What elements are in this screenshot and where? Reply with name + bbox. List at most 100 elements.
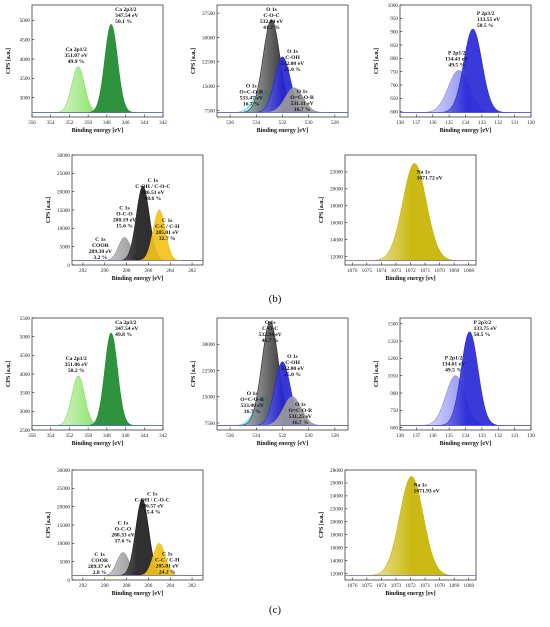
x-axis-label: Binding energy [ev] [385, 591, 435, 597]
y-tick-label: 16000 [330, 545, 343, 551]
peak-annotation-line: O=C-O-R [240, 397, 265, 403]
y-tick-label: 3500 [20, 76, 31, 82]
peak-annotation-line: 286.51 eV [141, 190, 164, 196]
y-tick-label: 600 [390, 425, 398, 431]
peak-annotation-line: 24.2 % [159, 569, 176, 575]
peak-annotation-line: 531.25 eV [289, 414, 312, 420]
y-tick-label: 950 [390, 16, 398, 22]
peak-annotation-line: 50.2 % [68, 368, 85, 374]
y-tick-label: 700 [390, 83, 398, 89]
y-tick-label: 20000 [330, 520, 343, 526]
x-tick-label: 350 [84, 433, 92, 439]
y-tick-label: 18000 [330, 204, 343, 210]
y-tick-label: 15000 [202, 84, 215, 90]
y-tick-label: 15000 [57, 208, 70, 214]
x-tick-label: 284 [166, 583, 174, 589]
panel-label: (c) [269, 604, 282, 616]
y-axis-label: CPS [a.u.] [6, 48, 12, 74]
y-tick-label: 850 [390, 43, 398, 49]
peak-annotation-line: C 1s [94, 552, 105, 558]
chart-panel-2: 536 534 532 530 528 7500 15000 22500 30000 37500 B… [191, 4, 349, 134]
peak-annotation-line: 50.5 % [474, 332, 491, 338]
peak-annotation-line: 1071.93 eV [414, 488, 440, 494]
peak-annotation-line: 49.5 % [445, 368, 462, 374]
y-tick-label: 14000 [330, 237, 343, 243]
x-tick-label: 350 [84, 120, 92, 126]
x-tick-label: 290 [101, 268, 109, 274]
x-tick-label: 1068 [464, 583, 475, 589]
chart-panel-10: 1076 1075 1074 1073 1072 1071 1070 1069 10681200… [319, 468, 477, 597]
peak-annotation-line: 41.7 % [262, 338, 279, 344]
x-tick-label: 286 [145, 268, 153, 274]
peak-annotation-line: 285.01 eV [156, 563, 179, 569]
x-tick-label: 348 [103, 433, 111, 439]
peak-annotation-line: C 1s [147, 491, 158, 497]
x-tick-label: 1074 [376, 268, 387, 274]
chart-panel-4: 292 290 288 286 284 282 0 5000 10000 15000 20000 25… [46, 153, 204, 282]
chart-panel-1: 356 354 352 350 348 346 344 342 3000 3500 4000 4500… [6, 4, 167, 134]
x-tick-label: 1072 [405, 268, 416, 274]
x-tick-label: 137 [412, 120, 420, 126]
y-axis-label: CPS [a.u.] [319, 512, 325, 538]
peak-annotation-line: P 2p1/2 [448, 50, 466, 56]
y-tick-label: 5000 [20, 18, 31, 24]
x-tick-label: 1072 [405, 583, 416, 589]
peak-annotation-line: Ca 2p3/2 [115, 320, 136, 326]
y-tick-label: 4500 [20, 353, 31, 359]
peak-annotation-line: C-OH [285, 360, 300, 366]
chart-panel-3: 138 137 136 135 134 133 132 131 130 600 650 700 750 8… [374, 3, 535, 134]
peak-annotation-line: 2.8 % [93, 570, 107, 576]
x-tick-label: 282 [188, 583, 196, 589]
x-tick-label: 136 [429, 120, 437, 126]
x-tick-label: 1074 [376, 583, 387, 589]
x-axis-label: Binding energy [eV] [72, 441, 124, 447]
peak-annotation-line: 49.5 % [448, 62, 465, 68]
peak-annotation-line: C 1s [162, 218, 173, 224]
y-tick-label: 3500 [20, 390, 31, 396]
x-tick-label: 1070 [434, 268, 445, 274]
y-tick-label: 30000 [57, 468, 70, 474]
x-tick-label: 135 [445, 120, 453, 126]
peak-annotation-line: 16.7 % [244, 409, 261, 415]
peak-annotation-line: 532.00 eV [281, 61, 304, 67]
peak-annotation-line: O 1s [247, 391, 259, 397]
y-axis-label: CPS [a.u.] [46, 197, 52, 223]
peak-annotation-line: O 1s [266, 7, 278, 13]
x-tick-label: 138 [396, 120, 404, 126]
peak-annotation-line: P 2p3/2 [474, 320, 492, 326]
peak-annotation-line: C-O-C [263, 13, 279, 19]
peak-annotation-line: Ca 2p1/2 [65, 47, 86, 53]
y-tick-label: 26000 [330, 481, 343, 487]
peak-annotation-line: 133.75 eV [474, 326, 497, 332]
peak-annotation-line: P 2p3/2 [477, 11, 495, 17]
peak-annotation-line: 49.9 % [68, 59, 85, 65]
y-axis-label: CPS [a.u.] [191, 361, 197, 387]
x-tick-label: 130 [527, 433, 535, 439]
peak-annotation-line: 55.4 % [144, 509, 161, 515]
x-tick-label: 532 [279, 120, 287, 126]
x-axis-label: Binding energy [ev] [385, 276, 435, 282]
y-tick-label: 22500 [202, 60, 215, 66]
peak-annotation-line: 533.40 eV [241, 403, 264, 409]
y-tick-label: 22500 [202, 368, 215, 374]
peak-annotation-line: C 1s [118, 521, 129, 527]
y-tick-label: 3000 [20, 409, 31, 415]
chart-panel-9: 292 290 288 286 284 282 0 5000 10000 15000 20000 25… [46, 468, 204, 597]
x-tick-label: 138 [396, 433, 404, 439]
x-tick-label: 134 [462, 120, 470, 126]
x-axis-label: Binding energy [eV] [440, 441, 492, 447]
peak-annotation-line: 16.7 % [294, 107, 311, 113]
peak-annotation-line: 288.33 eV [111, 533, 134, 539]
x-tick-label: 134 [462, 433, 470, 439]
y-axis-label: CPS [a.u.] [6, 361, 12, 387]
x-tick-label: 352 [66, 433, 74, 439]
x-axis-label: Binding energy [eV] [112, 276, 164, 282]
x-tick-label: 532 [279, 433, 287, 439]
